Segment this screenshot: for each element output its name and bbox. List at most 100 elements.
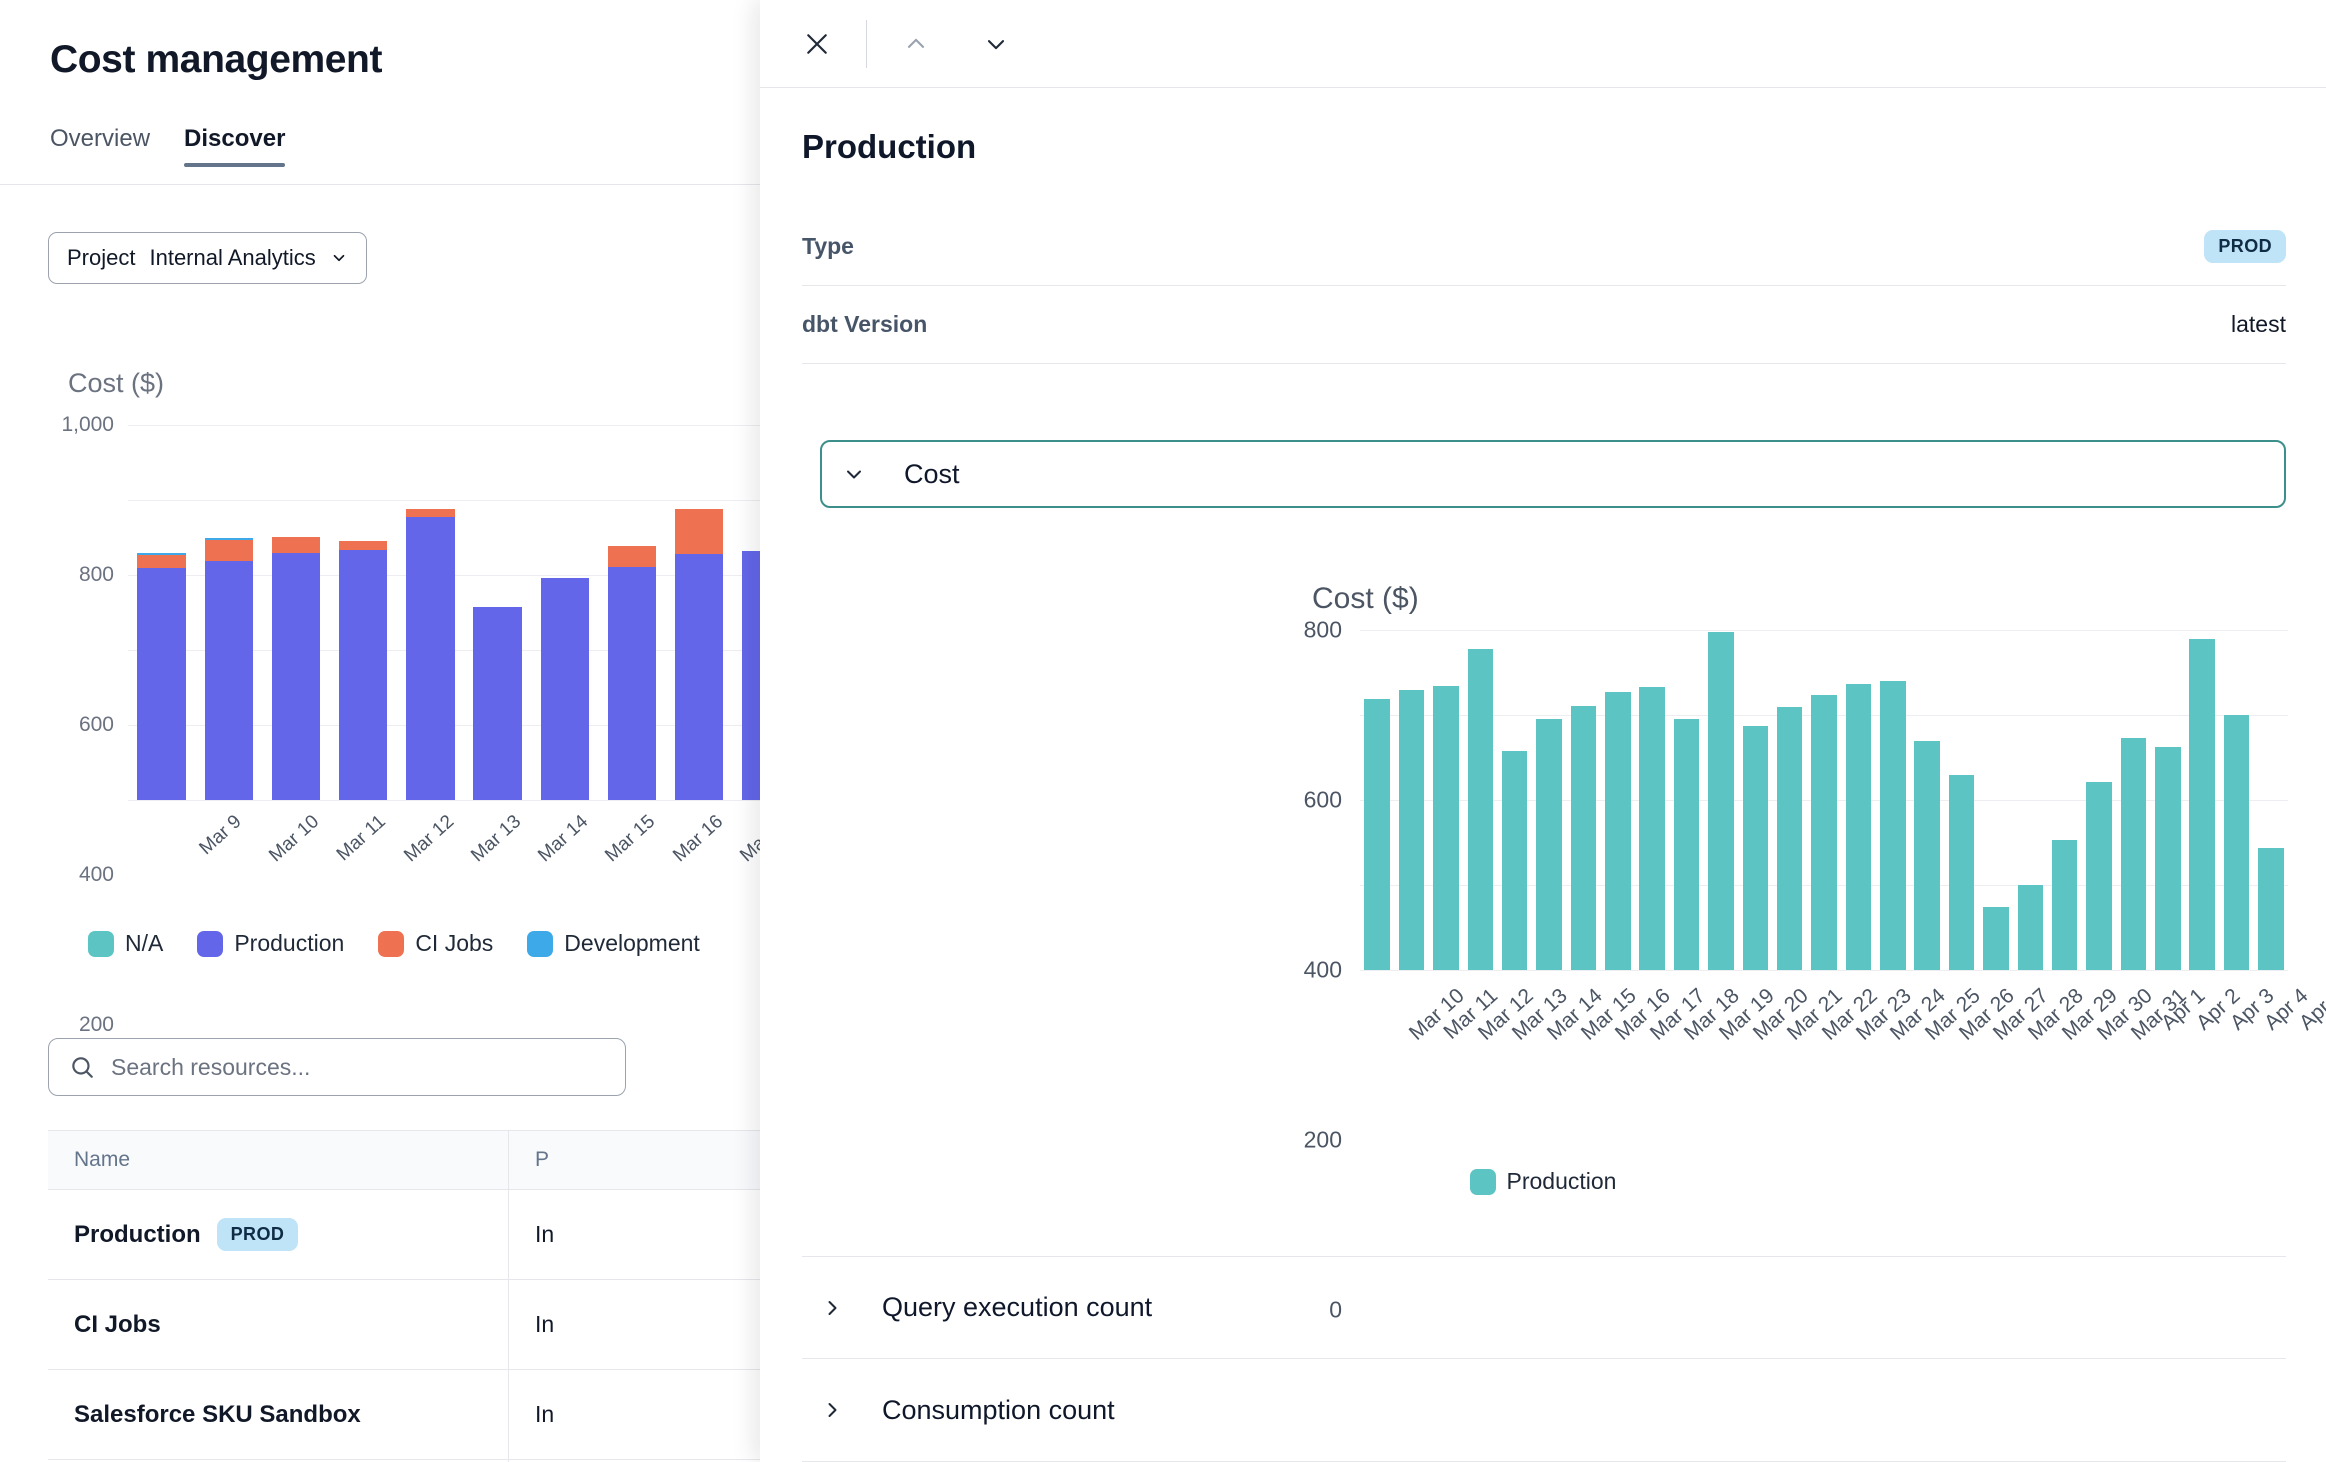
bar-slot[interactable] — [1910, 630, 1944, 970]
bar-slot[interactable] — [1944, 630, 1978, 970]
y-axis-tick-label: 200 — [78, 1013, 114, 1036]
accordion-cost-label: Cost — [904, 458, 960, 489]
table-row[interactable]: Production PROD In — [48, 1190, 790, 1280]
bar — [1570, 705, 1597, 970]
bar — [2051, 840, 2078, 970]
column-header-name[interactable]: Name — [74, 1148, 131, 1171]
bar-slot[interactable] — [598, 425, 665, 800]
accordion-query-execution-count[interactable]: Query execution count — [802, 1256, 2286, 1359]
project-filter-dropdown[interactable]: Project Internal Analytics — [48, 232, 367, 284]
bar-slot[interactable] — [1566, 630, 1600, 970]
cell-name: CI Jobs — [48, 1311, 508, 1339]
bar-slot[interactable] — [1841, 630, 1875, 970]
search-resources-box[interactable] — [48, 1038, 626, 1096]
drawer-chart-title: Cost ($) — [1312, 582, 1419, 615]
bar — [1673, 719, 1700, 970]
bar-segment — [271, 552, 321, 800]
stacked-bar — [137, 552, 186, 800]
tab-overview[interactable]: Overview — [50, 125, 151, 152]
chevron-up-icon[interactable] — [885, 13, 947, 75]
y-axis-tick-label: 800 — [1303, 616, 1342, 643]
bar-slot[interactable] — [1463, 630, 1497, 970]
x-axis-tick-label: Mar 9 — [195, 811, 246, 860]
bar-slot[interactable] — [1979, 630, 2013, 970]
bar-slot[interactable] — [397, 425, 464, 800]
bar-slot[interactable] — [1807, 630, 1841, 970]
bar — [1398, 689, 1425, 970]
drawer-chart-legend: Production — [760, 1168, 2326, 1195]
bar-slot[interactable] — [195, 425, 262, 800]
bar-slot[interactable] — [1429, 630, 1463, 970]
bar-slot[interactable] — [2116, 630, 2150, 970]
bar-slot[interactable] — [464, 425, 531, 800]
legend-item[interactable]: Production — [1469, 1168, 1616, 1195]
bar-segment — [204, 560, 253, 800]
table-row[interactable]: Salesforce SKU Sandbox In — [48, 1370, 790, 1460]
bar-slot[interactable] — [262, 425, 329, 800]
gridline: 200 — [79, 725, 790, 1036]
legend-item[interactable]: Development — [527, 930, 700, 957]
bar-slot[interactable] — [531, 425, 598, 800]
resources-table: Name P Production PROD In CI Jobs In Salesfor… — [48, 1130, 790, 1462]
cell-project: In — [508, 1190, 790, 1279]
x-axis-tick-label: Mar 15 — [601, 811, 660, 867]
search-input[interactable] — [111, 1053, 605, 1081]
bar-slot[interactable] — [1601, 630, 1635, 970]
stacked-bar — [607, 546, 657, 800]
stacked-bar — [204, 538, 253, 800]
x-axis-tick-label: Mar 13 — [467, 811, 526, 867]
table-row[interactable]: CI Jobs In — [48, 1280, 790, 1370]
bar-slot[interactable] — [1498, 630, 1532, 970]
bar-slot[interactable] — [1669, 630, 1703, 970]
bar-slot[interactable] — [1635, 630, 1669, 970]
bar-slot[interactable] — [2082, 630, 2116, 970]
bar-slot[interactable] — [1773, 630, 1807, 970]
table-header-row: Name P — [48, 1130, 790, 1190]
bar-slot[interactable] — [2254, 630, 2288, 970]
accordion-consumption-count[interactable]: Consumption count — [802, 1359, 2286, 1462]
meta-key-type: Type — [802, 233, 854, 259]
close-icon[interactable] — [786, 13, 848, 75]
legend-swatch — [88, 930, 114, 957]
bar-slot[interactable] — [666, 425, 733, 800]
left-chart-legend: N/A Production CI Jobs Development — [88, 930, 700, 957]
meta-row-type: Type PROD — [802, 208, 2286, 286]
legend-item[interactable]: Production — [197, 930, 344, 957]
x-axis-tick-label: Mar 14 — [534, 811, 593, 867]
bar — [1433, 686, 1459, 970]
tab-discover[interactable]: Discover — [184, 125, 286, 167]
bar-slot[interactable] — [330, 425, 397, 800]
chevron-down-icon[interactable] — [965, 13, 1027, 75]
accordion-cost[interactable]: Cost — [820, 440, 2286, 508]
status-badge: PROD — [2204, 230, 2286, 263]
bar-slot[interactable] — [2048, 630, 2082, 970]
bar — [1639, 687, 1665, 970]
bar — [1776, 706, 1803, 970]
bar-segment — [406, 516, 455, 800]
y-axis-tick-label: 600 — [78, 713, 114, 736]
bar-slot[interactable] — [1360, 630, 1394, 970]
column-header-project[interactable]: P — [508, 1131, 790, 1189]
legend-item[interactable]: N/A — [88, 930, 163, 957]
bar — [1467, 649, 1494, 970]
bar-slot[interactable] — [2219, 630, 2253, 970]
y-axis-tick-label: 0 — [1329, 1296, 1342, 1323]
bar — [1536, 719, 1562, 970]
legend-item[interactable]: CI Jobs — [378, 930, 493, 957]
bar-slot[interactable] — [2013, 630, 2047, 970]
bar-segment — [607, 546, 657, 567]
resource-project: In — [535, 1401, 555, 1427]
bar-slot[interactable] — [1704, 630, 1738, 970]
page-title: Cost management — [50, 38, 383, 81]
bar-segment — [675, 554, 724, 800]
bar-slot[interactable] — [128, 425, 195, 800]
bar-slot[interactable] — [1738, 630, 1772, 970]
bar-slot[interactable] — [2185, 630, 2219, 970]
bar-slot[interactable] — [1394, 630, 1428, 970]
bar-slot[interactable] — [1876, 630, 1910, 970]
legend-label: Production — [234, 930, 345, 956]
resource-project: In — [535, 1311, 555, 1337]
bar-slot[interactable] — [1532, 630, 1566, 970]
bar-slot[interactable] — [2151, 630, 2185, 970]
